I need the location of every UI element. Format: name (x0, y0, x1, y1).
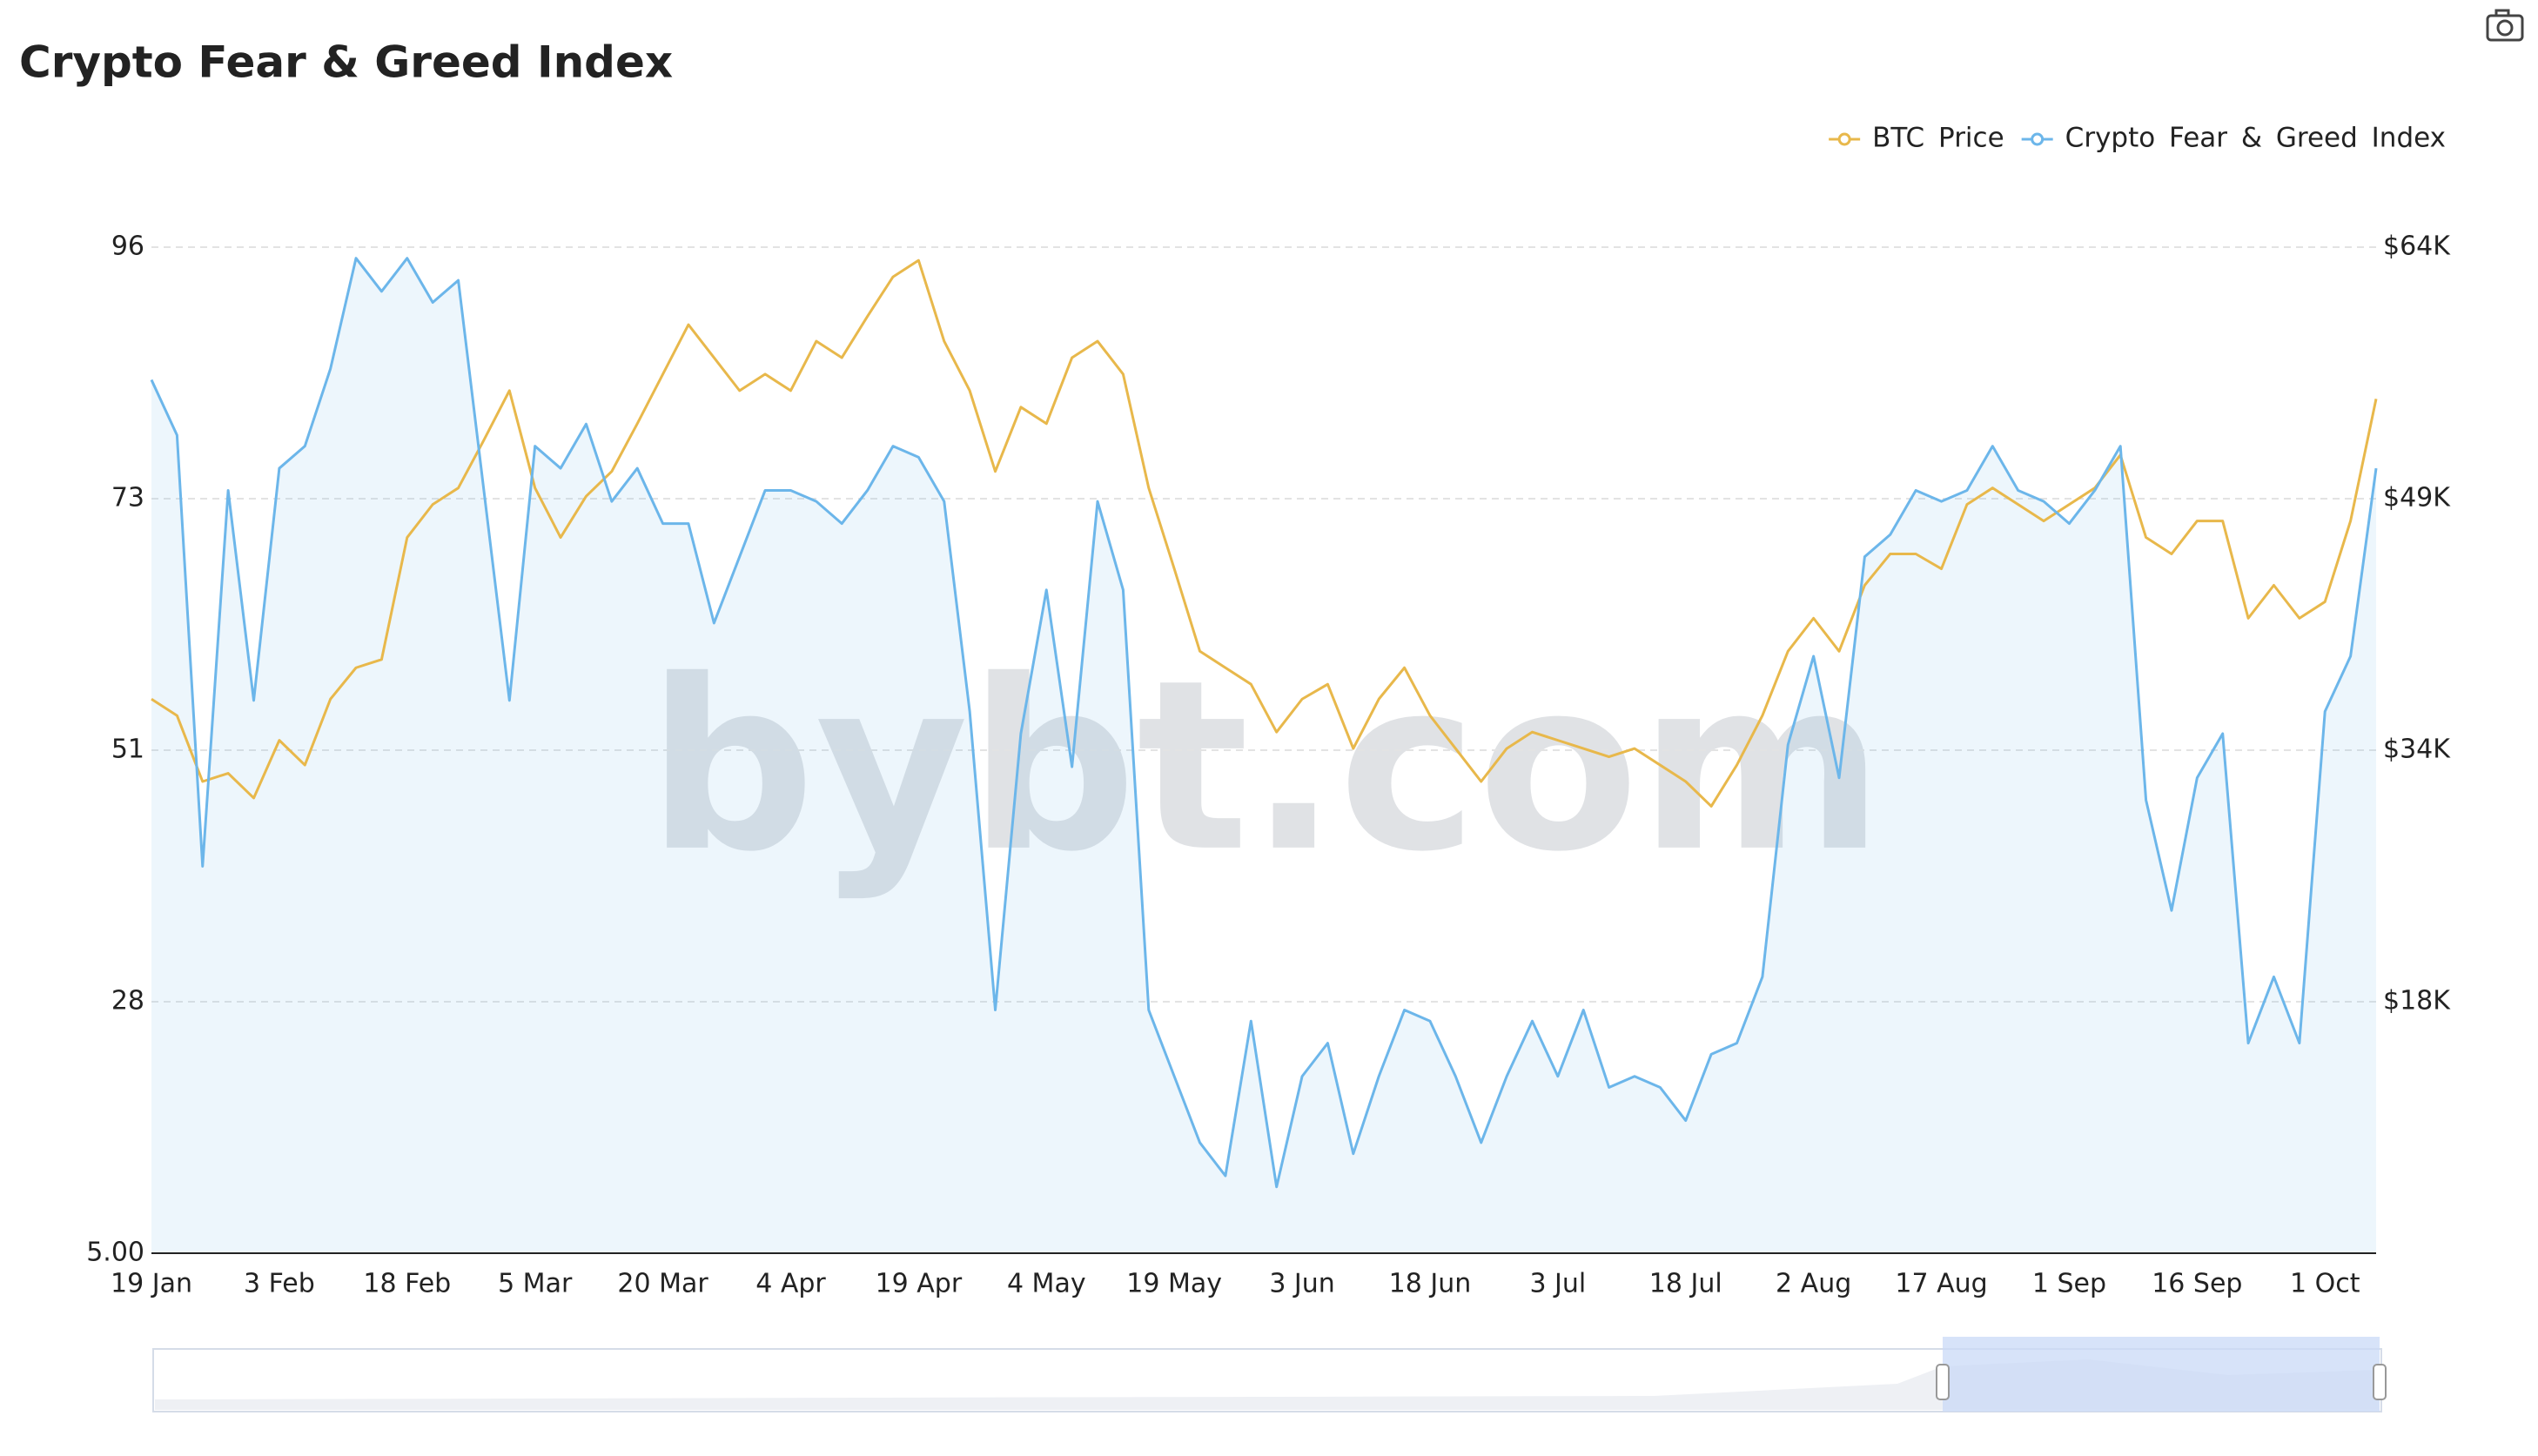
x-tick-label: 2 Aug (1776, 1269, 1851, 1299)
y-tick-label: 96 (111, 231, 144, 262)
legend-label: Crypto Fear & Greed Index (2065, 123, 2446, 154)
slider-handle[interactable] (1936, 1364, 1950, 1400)
x-tick-label: 16 Sep (2152, 1269, 2242, 1299)
slider-handle[interactable] (2373, 1364, 2387, 1400)
watermark: bybt.com (647, 629, 1883, 903)
y2-tick-label: $18K (2383, 986, 2451, 1017)
x-tick-label: 19 Jan (111, 1269, 192, 1299)
x-tick-label: 1 Oct (2290, 1269, 2360, 1299)
y2-tick-label: $34K (2383, 735, 2451, 765)
x-tick-label: 4 Apr (755, 1269, 826, 1299)
y-tick-label: 28 (111, 986, 144, 1017)
series-line (150, 257, 2378, 1189)
x-tick-label: 3 Jun (1269, 1269, 1335, 1299)
x-tick-label: 3 Feb (244, 1269, 315, 1299)
series-line (151, 258, 2378, 808)
x-tick-label: 20 Mar (617, 1269, 708, 1299)
x-tick-label: 18 Jul (1649, 1269, 1722, 1299)
series-area (151, 258, 2376, 1253)
legend-label: BTC Price (1872, 123, 2004, 154)
x-tick-label: 17 Aug (1895, 1269, 1987, 1299)
plot-area: 5.00 28 51 73 96 $18K $34K $49K $64K 19 Jan 3 Feb 1… (86, 231, 2451, 1299)
slider-window[interactable] (1943, 1337, 2380, 1412)
y2-tick-label: $49K (2383, 483, 2451, 513)
x-tick-label: 1 Sep (2032, 1269, 2106, 1299)
slider-preview (155, 1359, 2380, 1410)
x-tick-label: 5 Mar (498, 1269, 573, 1299)
y-tick-label: 51 (111, 735, 144, 765)
zoom-slider[interactable] (152, 1337, 2387, 1412)
legend-swatch-dot (2031, 132, 2044, 146)
chart-title: Crypto Fear & Greed Index (19, 37, 673, 88)
y-tick-label: 5.00 (86, 1238, 144, 1268)
x-tick-label: 19 May (1126, 1269, 1222, 1299)
y-tick-label: 73 (111, 483, 144, 513)
x-tick-label: 19 Apr (876, 1269, 963, 1299)
x-tick-label: 3 Jul (1529, 1269, 1586, 1299)
y2-tick-label: $64K (2383, 231, 2451, 262)
screenshot-icon[interactable] (2486, 9, 2524, 42)
x-tick-label: 18 Jun (1389, 1269, 1472, 1299)
x-tick-label: 4 May (1007, 1269, 1086, 1299)
legend-swatch-dot (1837, 132, 1851, 146)
x-tick-label: 18 Feb (363, 1269, 451, 1299)
